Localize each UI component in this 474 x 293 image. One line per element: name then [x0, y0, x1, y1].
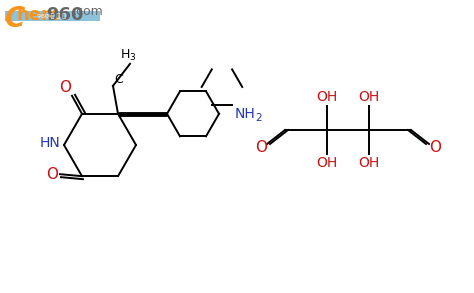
Text: 960 化 工 网: 960 化 工 网 — [37, 13, 66, 19]
Text: O: O — [429, 141, 441, 156]
Text: C: C — [115, 73, 123, 86]
FancyBboxPatch shape — [5, 11, 100, 21]
Text: NH: NH — [235, 107, 256, 121]
Text: OH: OH — [358, 90, 380, 104]
Text: hem: hem — [16, 6, 60, 24]
Text: O: O — [59, 80, 71, 95]
Text: OH: OH — [316, 90, 337, 104]
Text: C: C — [5, 5, 26, 33]
Text: 3: 3 — [129, 53, 135, 62]
Text: H: H — [121, 48, 130, 61]
Text: O: O — [255, 141, 267, 156]
Text: 2: 2 — [255, 113, 262, 123]
Text: O: O — [46, 167, 58, 182]
Text: OH: OH — [316, 156, 337, 170]
Text: 960: 960 — [46, 6, 83, 24]
Text: HN: HN — [40, 136, 60, 150]
Text: OH: OH — [358, 156, 380, 170]
Text: .com: .com — [73, 5, 104, 18]
